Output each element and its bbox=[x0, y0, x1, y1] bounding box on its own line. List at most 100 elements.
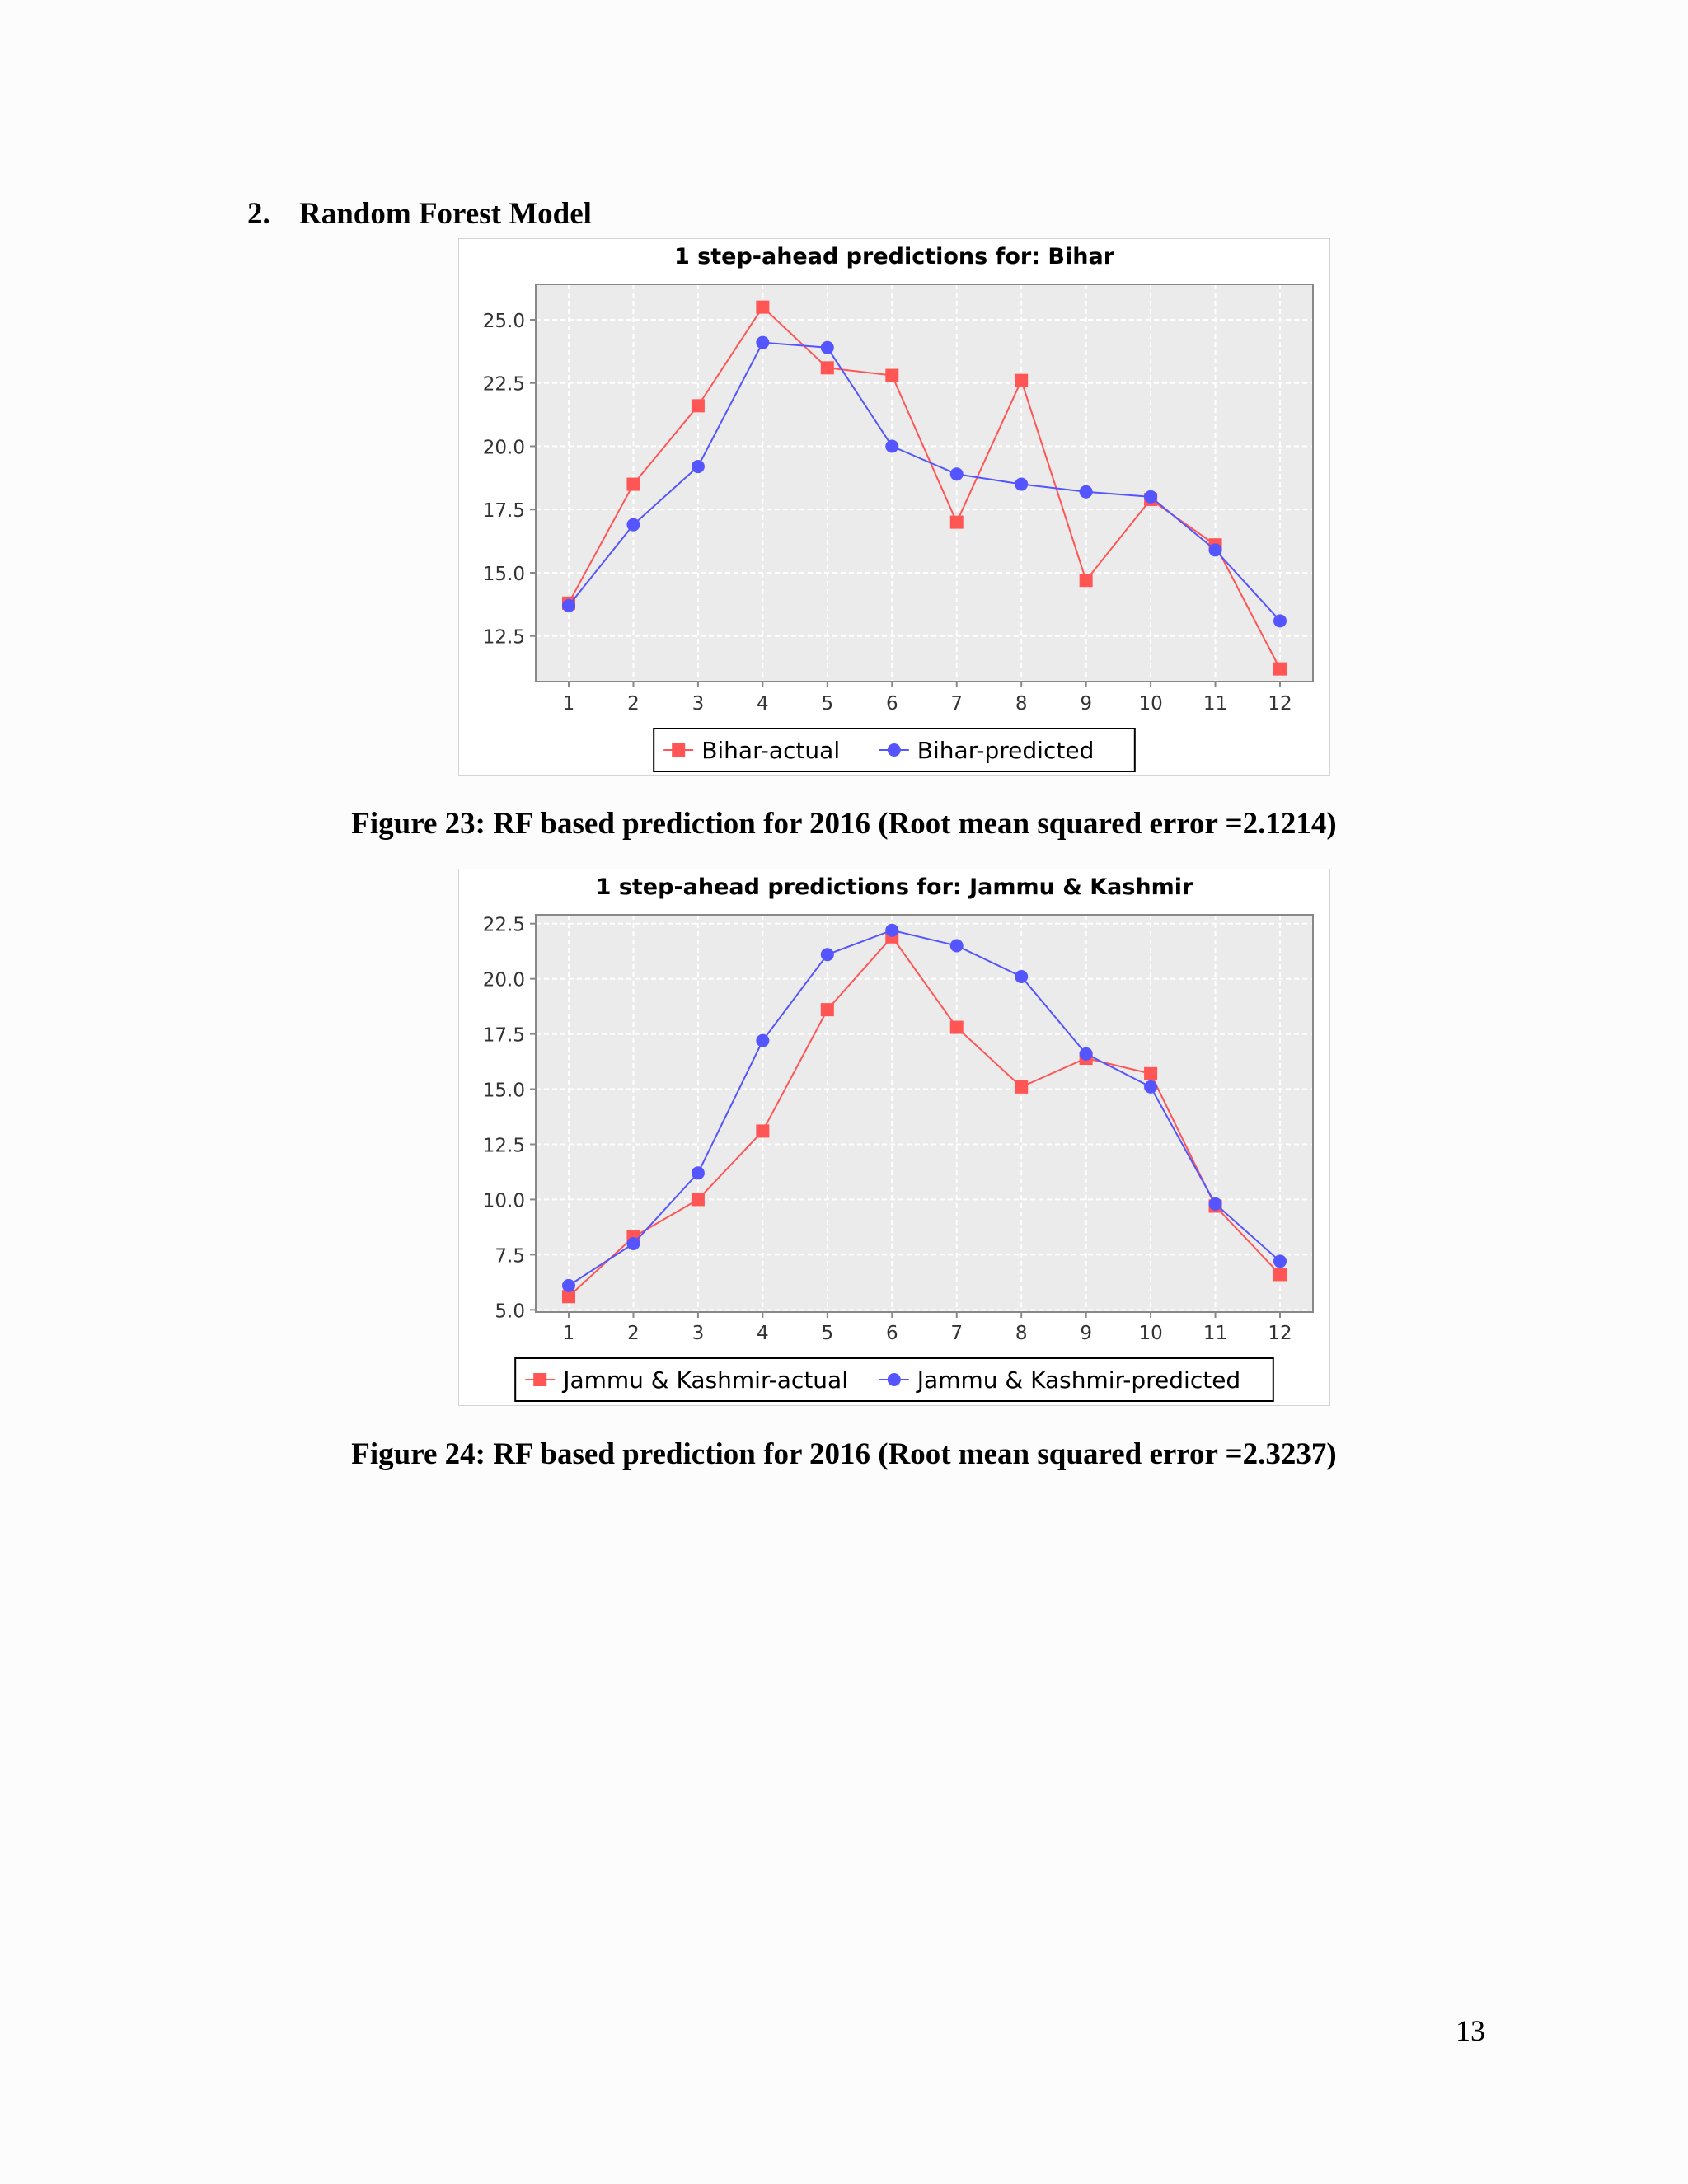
chart-2-legend: Jammu & Kashmir-actual Jammu & Kashmir-pr… bbox=[514, 1357, 1274, 1402]
chart-1-x-tick-label: 11 bbox=[1203, 693, 1227, 715]
chart-1-predicted-point bbox=[1015, 477, 1029, 491]
chart-1-y-tick-label: 25.0 bbox=[483, 311, 525, 332]
chart-1-plot-border bbox=[535, 284, 1314, 682]
chart-2-y-tick-label: 22.5 bbox=[483, 915, 525, 936]
chart-2-predicted-point bbox=[562, 1278, 575, 1292]
chart-2-plot-border bbox=[535, 914, 1314, 1313]
chart-1-x-tick-label: 3 bbox=[692, 693, 705, 715]
chart-1-x-tick-label: 9 bbox=[1080, 693, 1092, 715]
chart-1-title: 1 step-ahead predictions for: Bihar bbox=[674, 244, 1115, 269]
chart-2-actual-point bbox=[1273, 1268, 1287, 1282]
chart-2-y-tick-label: 12.5 bbox=[483, 1135, 525, 1156]
chart-1-y-tick-label: 17.5 bbox=[483, 500, 525, 522]
chart-1-predicted-point bbox=[626, 518, 640, 532]
chart-1-predicted-point bbox=[820, 340, 834, 354]
chart-1-predicted-point bbox=[756, 335, 770, 349]
chart-1-predicted-point bbox=[1079, 485, 1093, 499]
chart-2-actual-point bbox=[562, 1290, 575, 1304]
figure-24-caption: Figure 24: RF based prediction for 2016 … bbox=[351, 1437, 1337, 1471]
chart-1-actual-point bbox=[1015, 373, 1029, 387]
chart-1-x-tick-label: 5 bbox=[821, 693, 833, 715]
page-number: 13 bbox=[1456, 2014, 1485, 2047]
chart-1-series-2-line bbox=[568, 341, 1281, 621]
chart-2-x-tick-label: 10 bbox=[1138, 1323, 1162, 1344]
chart-2-plot-area bbox=[536, 915, 1313, 1312]
chart-1-actual-point bbox=[1273, 662, 1287, 676]
chart-2-legend-circle-marker bbox=[887, 1373, 901, 1386]
chart-1-x-tick-label: 4 bbox=[757, 693, 769, 715]
chart-2-y-tick-label: 7.5 bbox=[495, 1245, 525, 1267]
chart-2-predicted-point bbox=[756, 1033, 770, 1047]
chart-2-y-tick-label: 17.5 bbox=[483, 1025, 525, 1047]
chart-1-y-tick-label: 20.0 bbox=[483, 437, 525, 458]
chart-1-actual-point bbox=[691, 399, 705, 413]
chart-2-title: 1 step-ahead predictions for: Jammu & Ka… bbox=[596, 874, 1193, 900]
chart-1-x-tick-label: 7 bbox=[950, 693, 963, 715]
chart-1-predicted-point bbox=[885, 439, 899, 453]
chart-2-predicted-point bbox=[1144, 1080, 1158, 1094]
chart-2-predicted-point bbox=[626, 1236, 640, 1250]
chart-1-legend-label: Bihar-actual bbox=[701, 737, 840, 764]
chart-2-predicted-point bbox=[885, 923, 899, 937]
chart-2-x-tick-label: 8 bbox=[1015, 1323, 1028, 1344]
chart-2-series-1-line bbox=[568, 935, 1281, 1297]
chart-2-y-tick-label: 15.0 bbox=[483, 1080, 525, 1102]
chart-2-predicted-point bbox=[691, 1166, 705, 1180]
section-title: Random Forest Model bbox=[299, 197, 592, 231]
chart-2-y-tick-label: 5.0 bbox=[495, 1301, 525, 1322]
chart-2-actual-point bbox=[1015, 1080, 1029, 1094]
chart-1-legend: Bihar-actual Bihar-predicted bbox=[653, 728, 1136, 772]
chart-1-legend-label: Bihar-predicted bbox=[917, 737, 1095, 764]
chart-1-actual-point bbox=[756, 300, 770, 314]
chart-1-predicted-point bbox=[562, 598, 575, 612]
chart-2-x-tick-label: 2 bbox=[627, 1323, 640, 1344]
chart-1-actual-point bbox=[950, 515, 964, 529]
jammu-kashmir-chart-svg: 1 step-ahead predictions for: Jammu & Ka… bbox=[483, 874, 1314, 1402]
chart-2-predicted-point bbox=[1273, 1254, 1287, 1268]
chart-2-x-tick-label: 7 bbox=[950, 1323, 963, 1344]
chart-2-x-tick-label: 4 bbox=[757, 1323, 769, 1344]
chart-1-y-tick-label: 12.5 bbox=[483, 627, 525, 649]
chart-2-predicted-point bbox=[1208, 1197, 1222, 1211]
chart-2-x-tick-label: 3 bbox=[692, 1323, 705, 1344]
chart-1-x-tick-label: 1 bbox=[563, 693, 575, 715]
section-number: 2. bbox=[247, 197, 270, 231]
chart-1-predicted-point bbox=[691, 460, 705, 474]
chart-2-series-2-line bbox=[568, 929, 1281, 1286]
chart-2-actual-point bbox=[820, 1003, 834, 1017]
chart-1-legend-circle-marker bbox=[887, 743, 901, 757]
chart-1-actual-point bbox=[626, 477, 640, 491]
chart-2-predicted-point bbox=[1015, 969, 1029, 983]
chart-2-predicted-point bbox=[820, 948, 834, 962]
chart-2-legend-label: Jammu & Kashmir-predicted bbox=[916, 1366, 1240, 1394]
chart-2-x-tick-label: 6 bbox=[886, 1323, 898, 1344]
chart-1-y-tick-label: 15.0 bbox=[483, 564, 525, 585]
chart-2-predicted-point bbox=[1079, 1047, 1093, 1061]
chart-1-x-tick-label: 2 bbox=[627, 693, 640, 715]
chart-1-legend-square-marker bbox=[672, 743, 686, 757]
chart-2-legend-label: Jammu & Kashmir-actual bbox=[561, 1366, 848, 1394]
chart-1-actual-point bbox=[820, 361, 834, 375]
chart-1-y-tick-label: 22.5 bbox=[483, 374, 525, 396]
chart-1-x-tick-label: 8 bbox=[1015, 693, 1028, 715]
chart-1-predicted-point bbox=[1273, 614, 1287, 628]
chart-2-x-tick-label: 12 bbox=[1268, 1323, 1292, 1344]
chart-2-x-tick-label: 5 bbox=[821, 1323, 833, 1344]
chart-2-x-tick-label: 9 bbox=[1080, 1323, 1092, 1344]
chart-1-x-tick-label: 12 bbox=[1268, 693, 1292, 715]
chart-2-actual-point bbox=[1144, 1066, 1158, 1080]
chart-1-predicted-point bbox=[1144, 490, 1158, 504]
chart-2-y-tick-label: 20.0 bbox=[483, 970, 525, 991]
chart-1-actual-point bbox=[1079, 574, 1093, 588]
chart-1-actual-point bbox=[885, 368, 899, 382]
chart-2-actual-point bbox=[756, 1124, 770, 1138]
bihar-chart-svg: 1 step-ahead predictions for: Bihar 12.5 1… bbox=[483, 244, 1314, 772]
chart-2-legend-square-marker bbox=[533, 1373, 547, 1386]
chart-1-predicted-point bbox=[1208, 543, 1222, 557]
chart-1-x-tick-label: 10 bbox=[1138, 693, 1162, 715]
chart-1-x-tick-label: 6 bbox=[886, 693, 898, 715]
chart-1-predicted-point bbox=[950, 467, 964, 481]
section-heading: 2. Random Forest Model bbox=[247, 196, 592, 232]
bihar-chart: 1 step-ahead predictions for: Bihar 12.5 1… bbox=[458, 238, 1330, 776]
chart-1-plot-area bbox=[536, 284, 1313, 682]
